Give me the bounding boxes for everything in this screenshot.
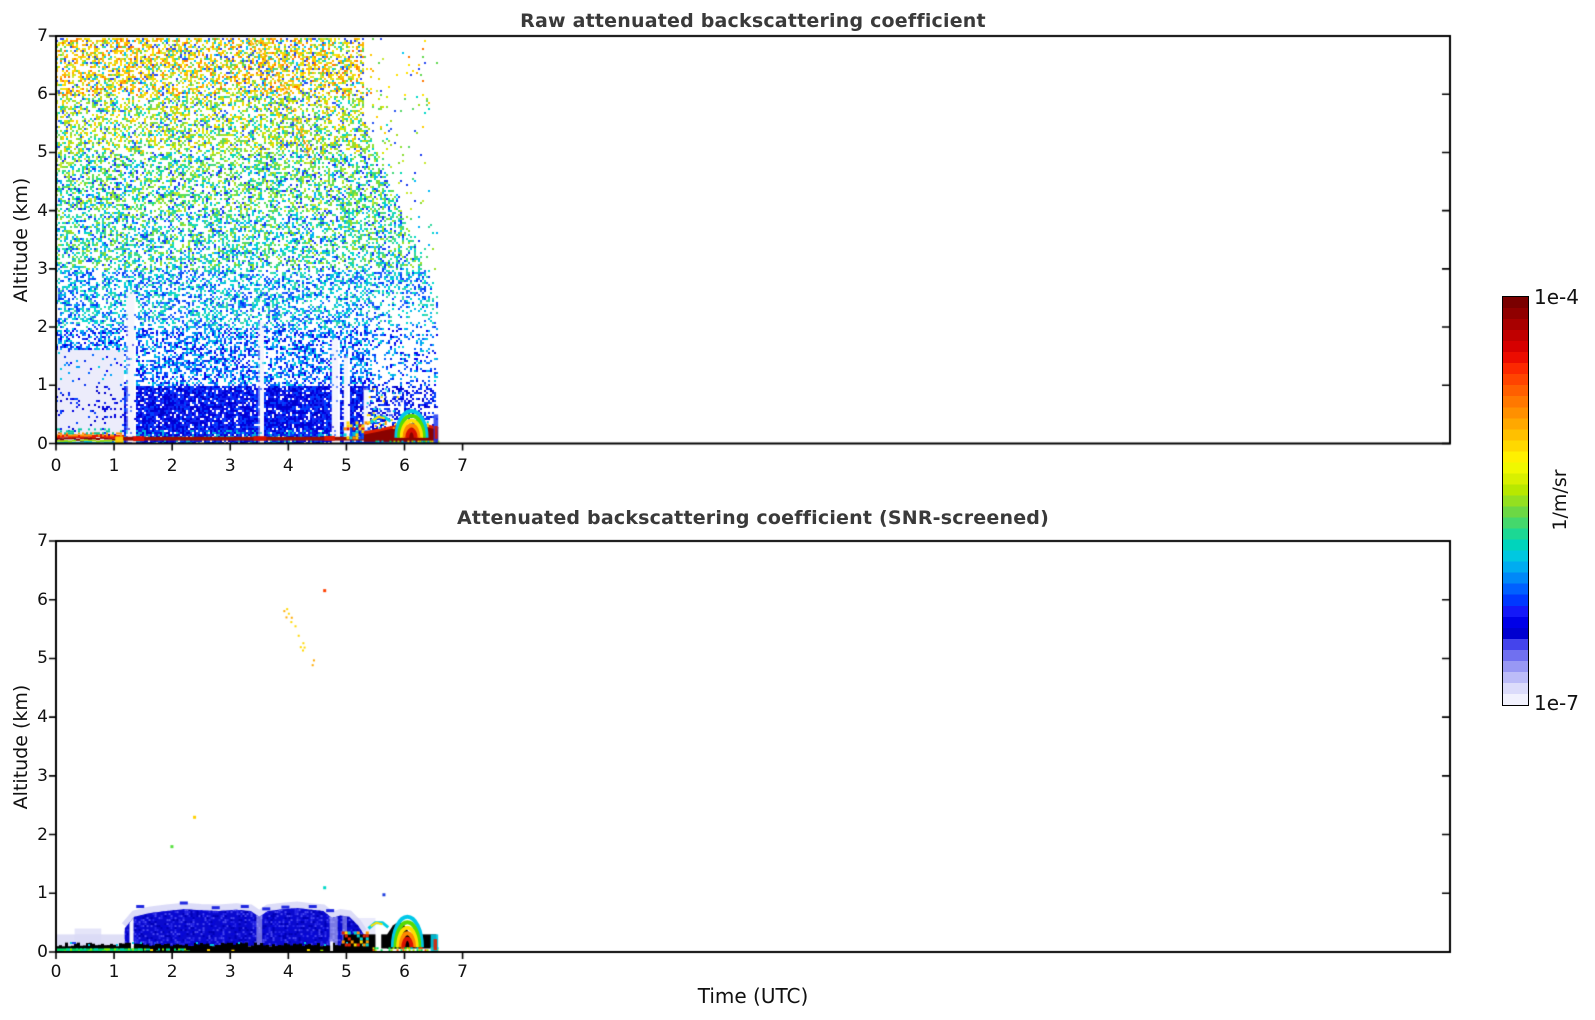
y-tick-label: 6 — [37, 589, 48, 610]
y-tick-label: 1 — [37, 375, 48, 396]
panel2-y-axis-label: Altitude (km) — [10, 684, 32, 810]
y-tick-label: 7 — [37, 531, 48, 551]
x-tick-label: 3 — [224, 962, 236, 982]
x-axis-label: Time (UTC) — [697, 984, 809, 1008]
x-tick-label: 1 — [108, 456, 120, 476]
panel2-title: Attenuated backscattering coefficient (S… — [457, 507, 1049, 529]
x-tick-label: 1 — [108, 962, 120, 982]
y-tick-label: 0 — [37, 433, 48, 454]
x-tick-label: 5 — [340, 962, 352, 982]
x-tick-label: 4 — [282, 962, 294, 982]
colorbar-min-label: 1e-7 — [1534, 691, 1579, 715]
x-tick-label: 0 — [50, 456, 62, 476]
y-tick-label: 3 — [37, 258, 48, 279]
y-tick-label: 3 — [37, 765, 48, 786]
y-tick-label: 2 — [37, 824, 48, 845]
y-tick-label: 5 — [37, 648, 48, 669]
y-tick-label: 2 — [37, 317, 48, 338]
x-tick-label: 6 — [399, 962, 410, 982]
y-tick-label: 1 — [37, 883, 48, 904]
x-tick-label: 6 — [399, 456, 410, 476]
panel1-title: Raw attenuated backscattering coefficien… — [520, 10, 986, 32]
y-tick-label: 5 — [37, 142, 48, 163]
y-tick-label: 6 — [37, 84, 48, 105]
x-tick-label: 7 — [457, 456, 468, 476]
x-tick-label: 0 — [50, 962, 62, 982]
x-tick-label: 2 — [166, 456, 178, 476]
y-tick-label: 7 — [37, 26, 48, 46]
colorbar-gradient — [1503, 297, 1528, 705]
y-tick-label: 4 — [37, 200, 48, 221]
x-tick-label: 4 — [282, 456, 294, 476]
panel1-y-axis-label: Altitude (km) — [10, 177, 32, 303]
y-tick-label: 0 — [37, 942, 48, 962]
x-tick-label: 2 — [166, 962, 178, 982]
x-tick-label: 5 — [340, 456, 352, 476]
colorbar — [1502, 296, 1529, 706]
x-tick-label: 3 — [224, 456, 236, 476]
colorbar-unit-label: 1/m/sr — [1549, 469, 1571, 531]
colorbar-max-label: 1e-4 — [1534, 285, 1579, 309]
y-tick-label: 4 — [37, 707, 48, 728]
x-tick-label: 7 — [457, 962, 468, 982]
